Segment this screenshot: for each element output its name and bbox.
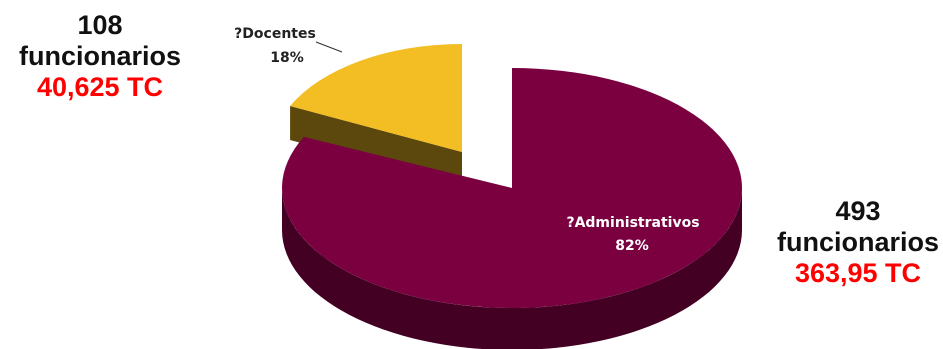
administrativos-annotation: 493 funcionarios 363,95 TC: [768, 196, 943, 289]
slice-top-docentes: [290, 44, 462, 152]
pie-tops: [281, 44, 742, 308]
docentes-unit: funcionarios: [18, 41, 181, 71]
administrativos-count: 493: [835, 196, 881, 226]
docentes-annotation: 108 funcionarios 40,625 TC: [0, 10, 200, 103]
slice-label-administrativos: ?Administrativos: [566, 215, 699, 231]
slice-value-docentes: 18%: [270, 50, 304, 66]
docentes-count: 108: [77, 10, 123, 40]
slice-side-administrativos: [282, 188, 742, 349]
docentes-tc: 40,625 TC: [36, 72, 164, 102]
administrativos-tc: 363,95 TC: [794, 258, 922, 288]
administrativos-unit: funcionarios: [776, 227, 939, 257]
slice-value-administrativos: 82%: [615, 238, 649, 254]
docentes-leader-line: [315, 41, 343, 53]
slice-top-administrativos: [281, 68, 742, 308]
slice-label-docentes: ?Docentes: [234, 26, 316, 42]
